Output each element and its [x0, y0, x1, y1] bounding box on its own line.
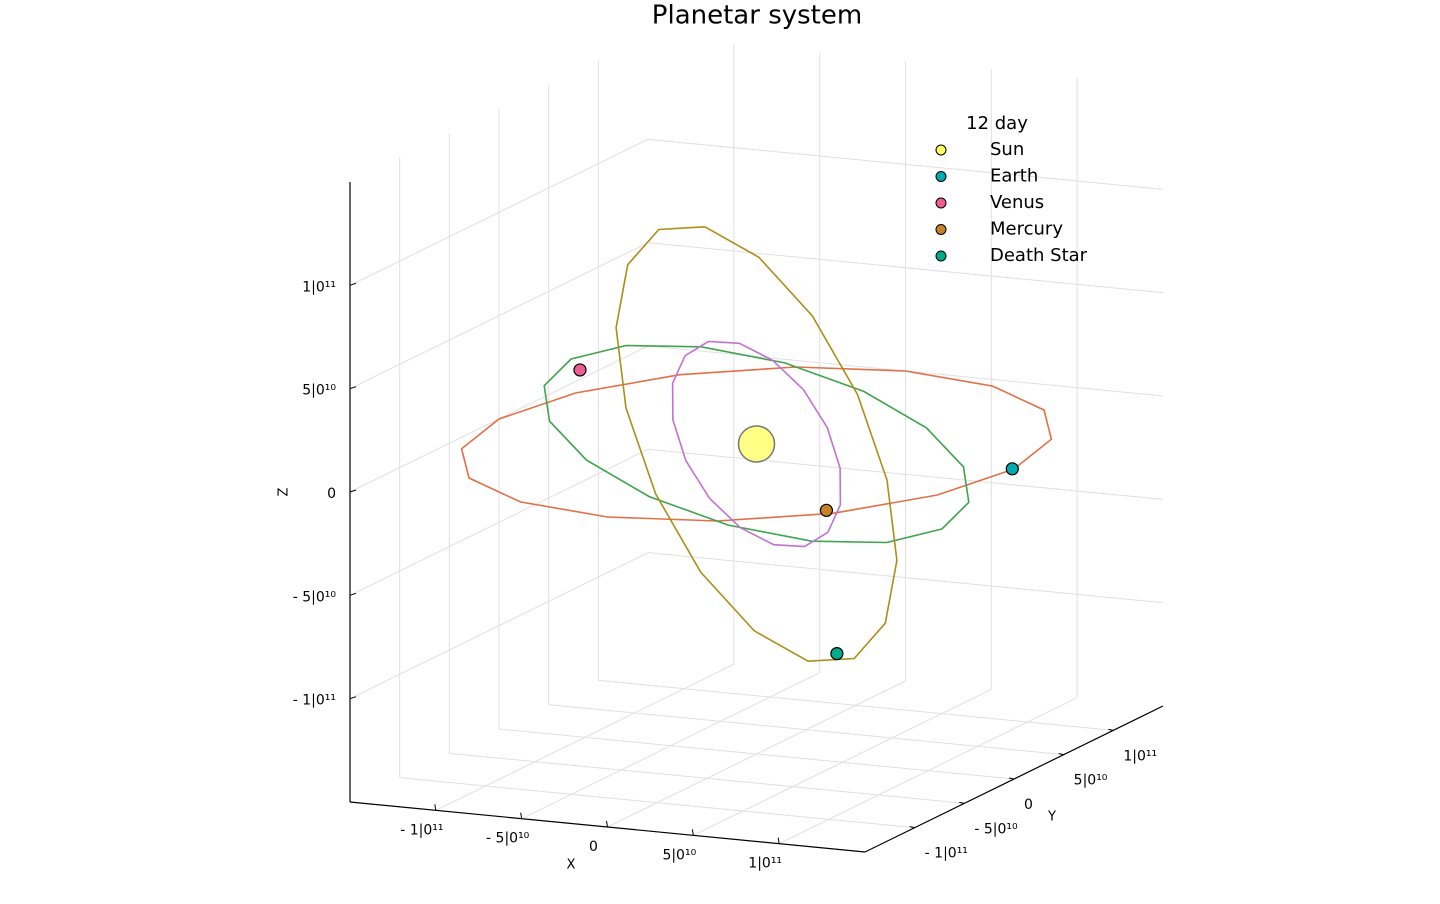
orbit-line — [543, 344, 970, 544]
grid-line — [399, 777, 915, 829]
sun-marker — [737, 425, 776, 463]
legend-label: Sun — [990, 139, 1024, 160]
z-tick — [349, 489, 357, 493]
legend-marker — [935, 250, 947, 262]
y-tick — [1008, 777, 1015, 780]
legend-label: Earth — [990, 166, 1038, 187]
z-tick — [349, 282, 357, 286]
y-tick-label: 0 — [1024, 797, 1033, 813]
y-tick-label: 5|0¹⁰ — [1074, 773, 1108, 789]
z-tick-label: 1|0¹¹ — [302, 279, 336, 295]
x-tick — [606, 820, 608, 828]
x-tick-label: 5|0¹⁰ — [662, 847, 696, 863]
grid-line — [498, 728, 1015, 780]
grid-line — [349, 552, 649, 700]
z-tick-label: - 1|0¹¹ — [293, 693, 336, 709]
x-tick — [434, 804, 437, 811]
y-tick — [959, 801, 965, 804]
z-tick-label: 5|0¹⁰ — [302, 383, 336, 399]
legend-marker — [935, 144, 947, 156]
y-tick — [909, 826, 915, 829]
planet-marker — [819, 503, 834, 517]
grid-line — [647, 242, 1164, 294]
z-tick — [349, 386, 357, 390]
orbit-line — [460, 366, 1053, 522]
x-tick-label: 1|0¹¹ — [748, 856, 782, 872]
legend-marker — [935, 197, 947, 209]
planet-marker — [573, 363, 587, 377]
x-tick — [520, 812, 523, 819]
grid-line — [349, 242, 649, 390]
z-tick — [349, 696, 357, 700]
axes: - 1|0¹¹ - 5|0¹⁰ 0 5|0¹⁰ 1|0¹¹ - 1|0¹¹ - 5|0¹⁰ 0… — [277, 182, 1164, 873]
grid-line — [598, 679, 1114, 731]
grid-line — [647, 552, 1164, 604]
grid-line — [349, 138, 649, 286]
legend: 12 day Sun Earth Venus Mercury Death Star — [935, 113, 1088, 266]
orbit-line — [671, 340, 842, 548]
x-tick-label: 0 — [589, 839, 598, 855]
z-tick — [349, 592, 357, 596]
orbit-line — [615, 226, 898, 663]
y-tick — [1108, 728, 1114, 731]
z-axis-label: Z — [277, 487, 292, 496]
y-tick-label: 1|0¹¹ — [1123, 748, 1157, 764]
grid-line — [647, 448, 1164, 500]
z-tick-label: - 5|0¹⁰ — [293, 589, 337, 605]
chart-title: Planetar system — [652, 1, 862, 31]
legend-title: 12 day — [966, 113, 1028, 134]
plot — [460, 226, 1053, 663]
x-tick-label: - 1|0¹¹ — [400, 822, 443, 838]
y-tick — [1058, 753, 1064, 756]
x-tick — [777, 837, 780, 844]
legend-label: Death Star — [990, 245, 1088, 266]
y-tick-label: - 5|0¹⁰ — [974, 821, 1018, 837]
x-tick-label: - 5|0¹⁰ — [486, 831, 530, 847]
grid-line — [449, 752, 965, 804]
grid-line — [349, 448, 649, 596]
grid-line — [548, 704, 1064, 756]
legend-label: Venus — [990, 192, 1044, 213]
legend-label: Mercury — [990, 219, 1063, 240]
planet-marker — [830, 646, 844, 661]
y-tick-label: - 1|0¹¹ — [925, 846, 968, 862]
z-tick-label: 0 — [327, 486, 336, 502]
legend-marker — [935, 224, 947, 235]
y-axis-label: Y — [1047, 810, 1056, 825]
legend-marker — [935, 171, 947, 182]
planet-marker — [1005, 462, 1019, 476]
x-tick — [691, 829, 694, 836]
x-axis-label: X — [567, 858, 576, 873]
grid-line — [647, 138, 1164, 190]
